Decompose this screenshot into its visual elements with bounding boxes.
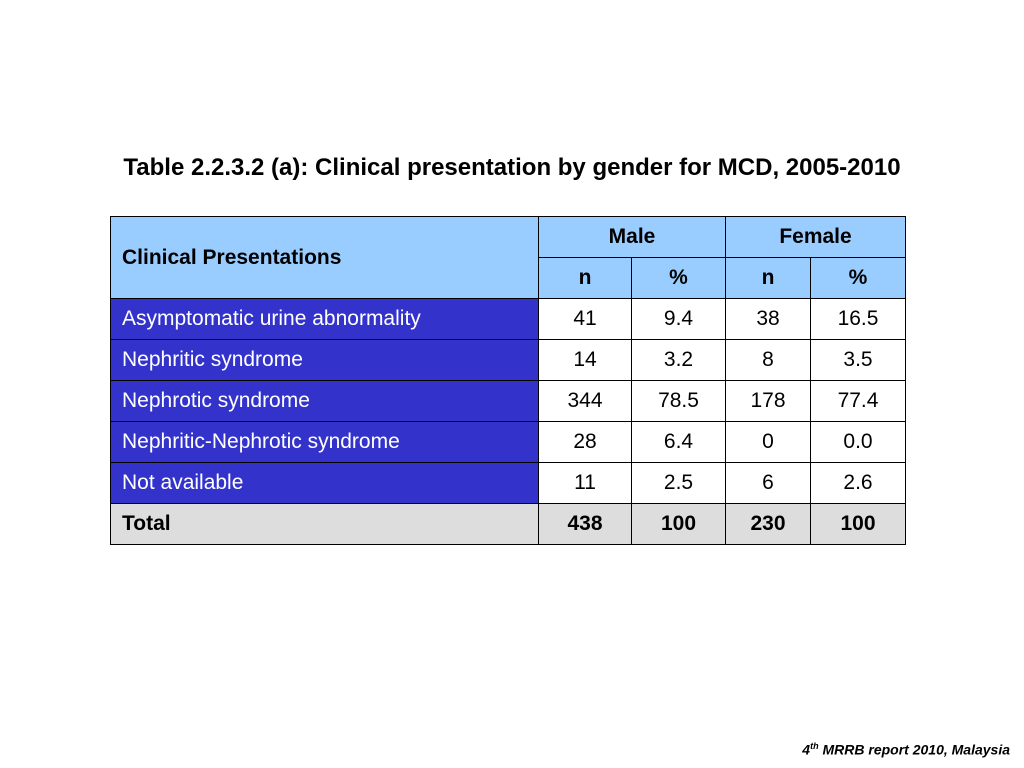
male-pct-cell: 2.5 bbox=[631, 462, 726, 504]
male-n-cell: 11 bbox=[538, 462, 632, 504]
female-pct-cell: 16.5 bbox=[810, 298, 906, 340]
male-pct-cell: 78.5 bbox=[631, 380, 726, 422]
total-male-n: 438 bbox=[538, 503, 632, 545]
female-pct-cell: 3.5 bbox=[810, 339, 906, 381]
male-pct-cell: 3.2 bbox=[631, 339, 726, 381]
female-pct-cell: 77.4 bbox=[810, 380, 906, 422]
female-n-cell: 0 bbox=[725, 421, 811, 463]
header-female-n: n bbox=[725, 257, 811, 299]
total-row: Total 438 100 230 100 bbox=[110, 503, 906, 545]
female-n-cell: 178 bbox=[725, 380, 811, 422]
total-label: Total bbox=[110, 503, 539, 545]
table-row: Nephritic-Nephrotic syndrome 28 6.4 0 0.… bbox=[110, 421, 906, 463]
table-row: Nephritic syndrome 14 3.2 8 3.5 bbox=[110, 339, 906, 381]
row-label: Asymptomatic urine abnormality bbox=[110, 298, 539, 340]
data-table: Clinical Presentations Male Female n % n… bbox=[110, 216, 906, 545]
female-n-cell: 38 bbox=[725, 298, 811, 340]
header-row-2: n % n % bbox=[111, 257, 906, 299]
row-label: Not available bbox=[110, 462, 539, 504]
header-male-n: n bbox=[538, 257, 632, 299]
male-pct-cell: 9.4 bbox=[631, 298, 726, 340]
footnote-ordinal-suffix: th bbox=[810, 741, 819, 751]
page-title: Table 2.2.3.2 (a): Clinical presentation… bbox=[123, 154, 901, 181]
total-female-n: 230 bbox=[725, 503, 811, 545]
male-n-cell: 41 bbox=[538, 298, 632, 340]
total-male-pct: 100 bbox=[631, 503, 726, 545]
header-male: Male bbox=[538, 216, 726, 258]
female-pct-cell: 0.0 bbox=[810, 421, 906, 463]
source-footnote: 4th MRRB report 2010, Malaysia bbox=[802, 741, 1010, 758]
header-row-1: Clinical Presentations Male Female bbox=[110, 216, 906, 299]
female-n-cell: 8 bbox=[725, 339, 811, 381]
header-female-pct: % bbox=[810, 257, 906, 299]
female-n-cell: 6 bbox=[725, 462, 811, 504]
male-n-cell: 344 bbox=[538, 380, 632, 422]
row-label: Nephritic syndrome bbox=[110, 339, 539, 381]
table-row: Asymptomatic urine abnormality 41 9.4 38… bbox=[110, 298, 906, 340]
footnote-ordinal: 4 bbox=[802, 741, 811, 758]
footnote-text: MRRB report 2010, Malaysia bbox=[818, 741, 1010, 758]
header-male-pct: % bbox=[631, 257, 726, 299]
male-pct-cell: 6.4 bbox=[631, 421, 726, 463]
male-n-cell: 28 bbox=[538, 421, 632, 463]
header-clinical-presentations: Clinical Presentations bbox=[110, 216, 539, 299]
table-row: Nephrotic syndrome 344 78.5 178 77.4 bbox=[110, 380, 906, 422]
female-pct-cell: 2.6 bbox=[810, 462, 906, 504]
table-row: Not available 11 2.5 6 2.6 bbox=[110, 462, 906, 504]
total-female-pct: 100 bbox=[810, 503, 906, 545]
row-label: Nephritic-Nephrotic syndrome bbox=[110, 421, 539, 463]
male-n-cell: 14 bbox=[538, 339, 632, 381]
header-female: Female bbox=[725, 216, 906, 258]
row-label: Nephrotic syndrome bbox=[110, 380, 539, 422]
